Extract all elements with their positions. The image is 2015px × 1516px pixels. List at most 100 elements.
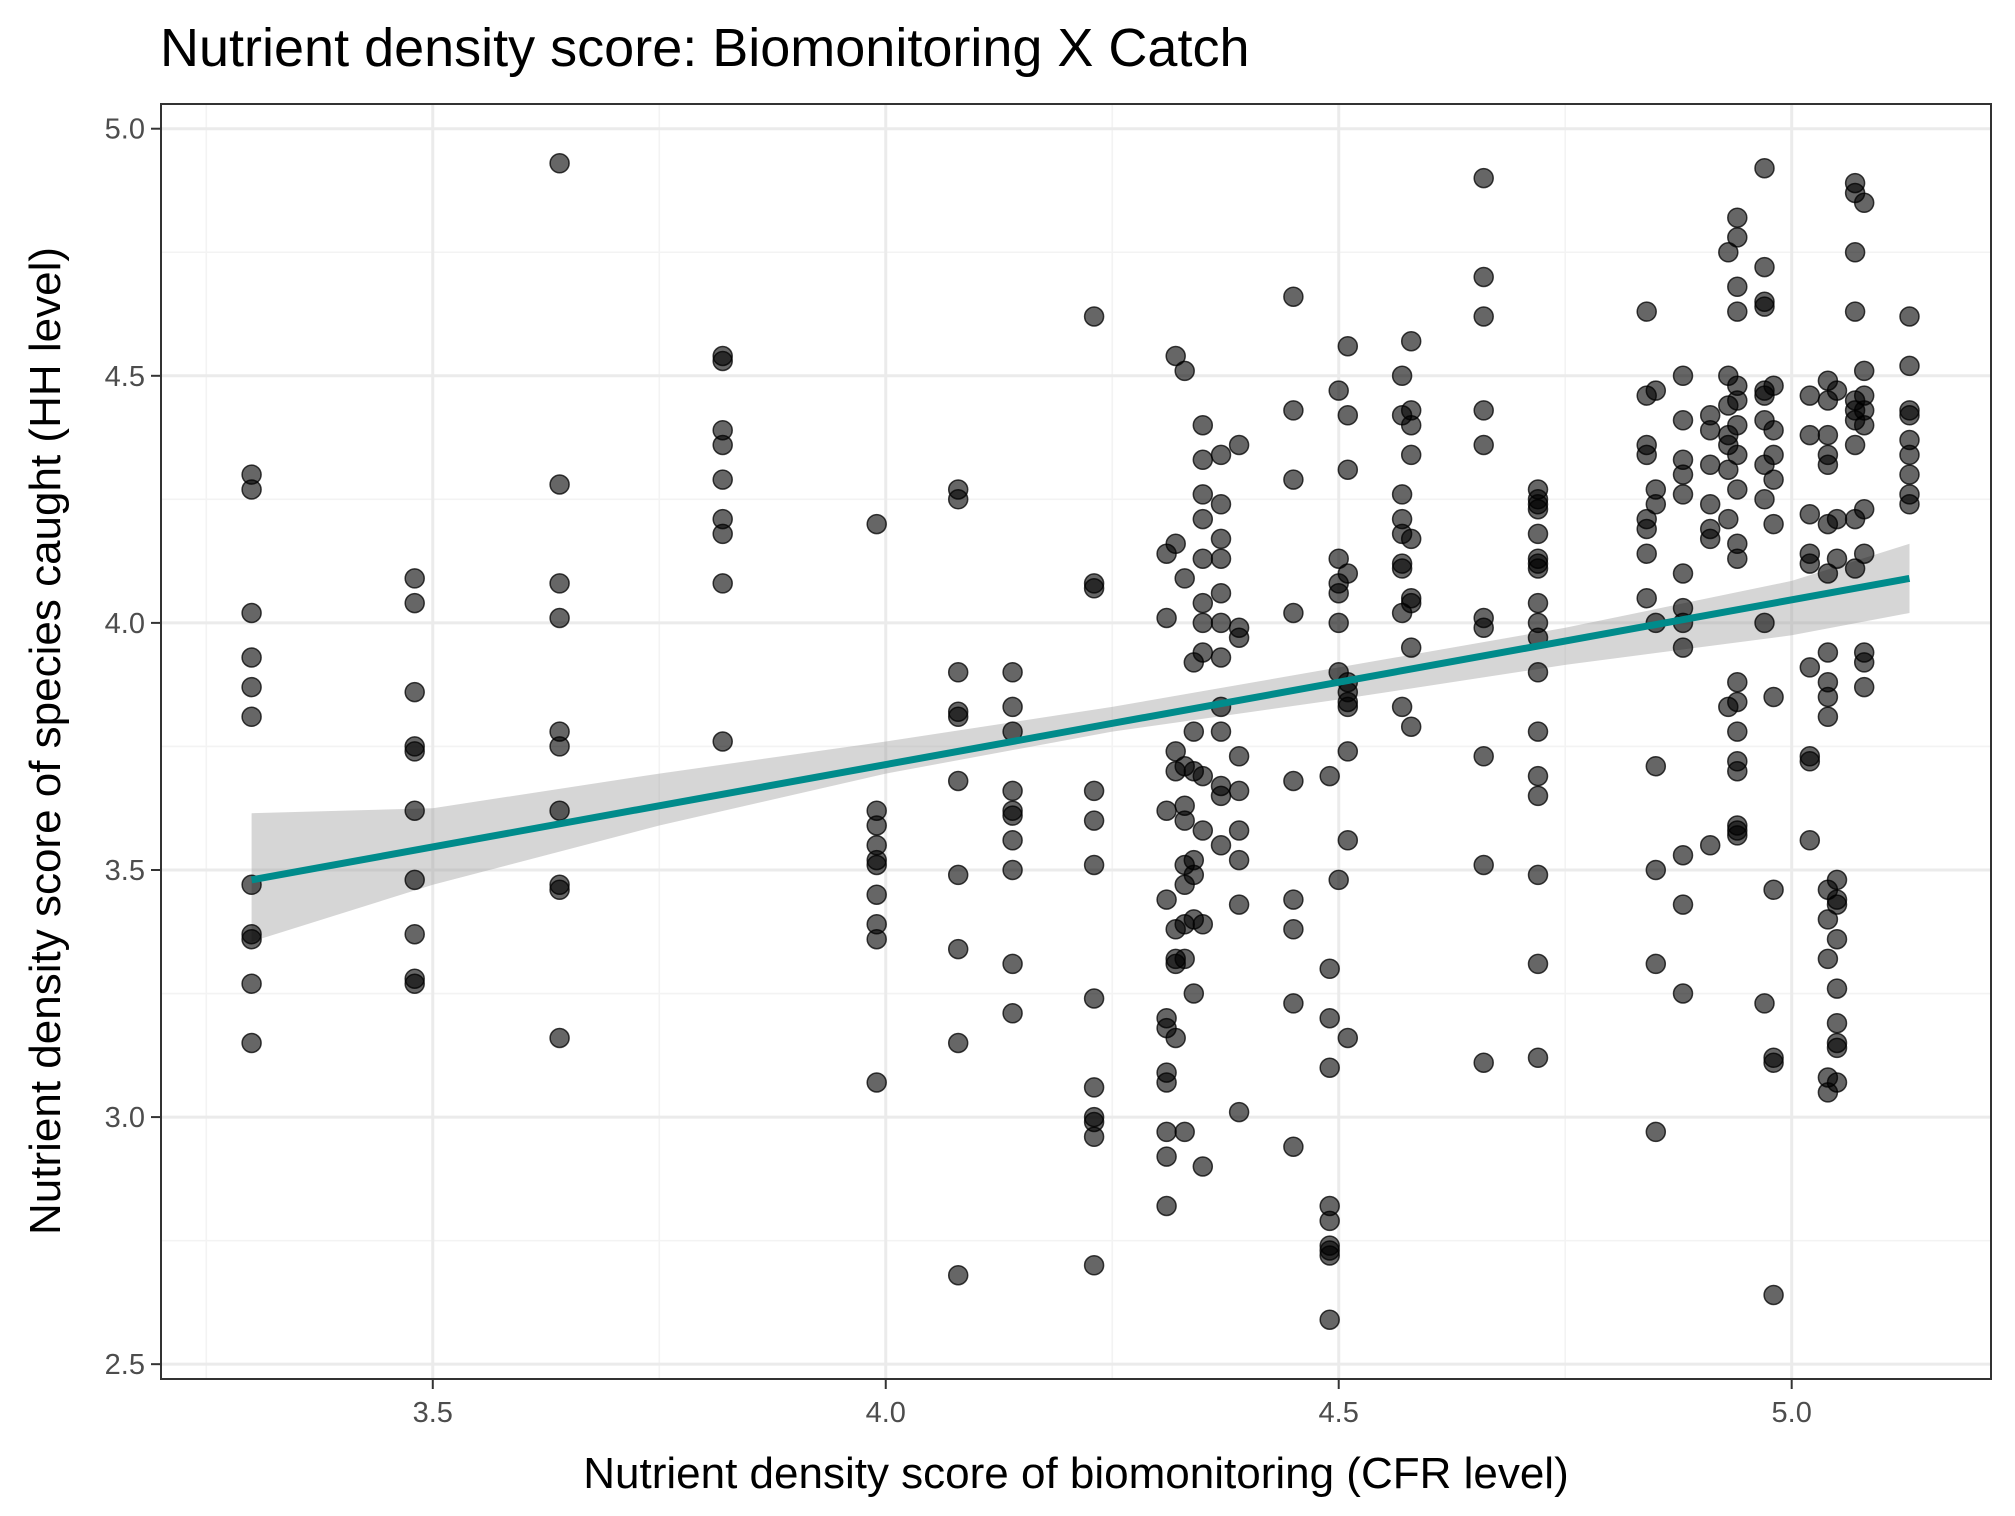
data-point-171 [1328, 548, 1349, 569]
data-point-9 [241, 973, 262, 994]
data-point-54 [947, 706, 969, 728]
data-point-138 [1210, 721, 1232, 742]
data-point-77 [1083, 1077, 1105, 1098]
data-point-18 [404, 923, 425, 945]
y-tick-label-5: 5.0 [105, 114, 145, 146]
data-point-48 [866, 928, 887, 950]
data-point-57 [947, 938, 969, 960]
data-point-373 [1853, 676, 1875, 698]
data-point-17 [404, 869, 425, 891]
y-axis-title: Nutrient density score of species caught… [21, 247, 70, 1235]
x-tick-label-0: 3.5 [413, 1397, 453, 1429]
data-point-2 [241, 602, 262, 624]
data-point-279 [1727, 276, 1748, 298]
fit-line-layer [250, 574, 1911, 884]
data-point-83 [1156, 607, 1177, 629]
data-point-15 [404, 741, 425, 762]
data-point-141 [1210, 835, 1232, 856]
data-point-120 [1192, 484, 1214, 505]
data-point-129 [1192, 1156, 1214, 1177]
data-point-274 [1718, 459, 1739, 480]
data-point-277 [1727, 207, 1748, 228]
points-layer [241, 153, 1920, 1330]
data-point-125 [1192, 642, 1214, 663]
data-point-173 [1328, 582, 1349, 604]
data-point-324 [1799, 751, 1821, 772]
data-point-160 [1319, 765, 1340, 787]
data-point-117 [1183, 983, 1205, 1004]
data-point-42 [866, 815, 887, 836]
data-point-133 [1210, 548, 1232, 569]
data-point-240 [1636, 543, 1657, 564]
data-point-95 [1165, 741, 1186, 762]
data-point-100 [1165, 1027, 1186, 1049]
data-point-310 [1763, 469, 1784, 490]
data-point-75 [1083, 854, 1105, 876]
data-point-328 [1817, 424, 1839, 446]
data-point-258 [1672, 637, 1694, 658]
data-point-21 [549, 153, 570, 174]
data-point-268 [1699, 835, 1721, 856]
data-point-142 [1228, 434, 1250, 456]
data-point-254 [1672, 484, 1694, 505]
y-tick-label-1: 3.0 [105, 1102, 145, 1134]
data-point-304 [1754, 489, 1775, 510]
data-point-185 [1337, 741, 1359, 762]
data-point-297 [1754, 256, 1775, 278]
data-point-126 [1192, 765, 1214, 787]
data-point-157 [1283, 919, 1304, 940]
data-point-361 [1844, 434, 1866, 456]
data-point-353 [1826, 1072, 1848, 1093]
data-point-255 [1672, 563, 1694, 584]
data-point-150 [1228, 1101, 1250, 1123]
data-point-49 [866, 1072, 887, 1093]
data-point-158 [1283, 993, 1304, 1014]
data-point-60 [1002, 662, 1023, 683]
data-point-65 [1002, 805, 1023, 826]
data-point-214 [1473, 854, 1494, 876]
data-point-342 [1826, 380, 1848, 401]
data-point-321 [1799, 553, 1821, 574]
data-point-350 [1826, 1012, 1848, 1034]
data-point-239 [1636, 518, 1657, 540]
data-point-176 [1328, 869, 1349, 891]
data-point-343 [1826, 508, 1848, 530]
data-point-61 [1002, 696, 1023, 718]
data-point-375 [1899, 355, 1920, 377]
data-point-135 [1210, 612, 1232, 634]
data-point-237 [1636, 444, 1657, 466]
data-point-51 [947, 489, 969, 510]
data-point-374 [1899, 306, 1920, 327]
data-point-251 [1672, 410, 1694, 431]
data-point-1 [241, 479, 262, 500]
confidence-ribbon-layer [251, 543, 1910, 942]
data-point-253 [1672, 464, 1694, 485]
data-point-91 [1156, 1146, 1177, 1167]
x-axis: 3.5 4.0 4.5 5.0 [413, 1379, 1812, 1429]
data-point-308 [1763, 419, 1784, 441]
data-point-67 [1002, 859, 1023, 881]
data-point-155 [1283, 770, 1304, 792]
data-point-152 [1283, 400, 1304, 421]
data-point-188 [1391, 365, 1413, 387]
x-tick-label-3: 5.0 [1772, 1397, 1812, 1429]
data-point-162 [1319, 1007, 1340, 1029]
data-point-315 [1763, 1052, 1784, 1073]
data-point-37 [712, 523, 733, 545]
data-point-3 [241, 647, 262, 668]
data-point-179 [1337, 459, 1359, 480]
data-point-319 [1799, 503, 1821, 525]
data-point-284 [1727, 444, 1748, 466]
data-point-234 [1636, 301, 1657, 322]
data-point-76 [1083, 988, 1105, 1009]
data-point-130 [1210, 444, 1232, 466]
data-point-20 [404, 973, 425, 994]
data-point-364 [1853, 192, 1875, 214]
data-point-263 [1699, 419, 1721, 441]
data-point-124 [1192, 612, 1214, 634]
data-point-249 [1645, 1121, 1667, 1143]
data-point-45 [866, 854, 887, 876]
data-point-220 [1527, 523, 1549, 545]
data-point-74 [1083, 810, 1105, 831]
data-point-59 [947, 1264, 969, 1286]
